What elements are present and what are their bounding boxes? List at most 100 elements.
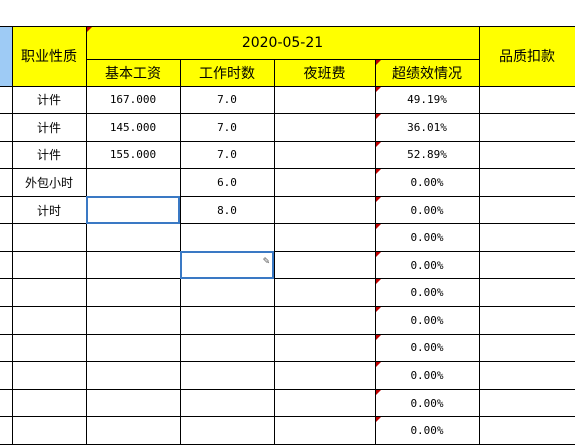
cell-base-salary[interactable]: [85, 361, 181, 390]
row-edge-cell[interactable]: [0, 223, 13, 252]
cell-quality-deduction[interactable]: [478, 388, 575, 418]
cell-performance[interactable]: 0.00%: [374, 250, 480, 280]
cell-quality-deduction[interactable]: [478, 278, 575, 308]
cell-work-hours[interactable]: ✎: [179, 250, 275, 280]
row-edge-cell[interactable]: [0, 361, 13, 390]
row-edge-cell[interactable]: [0, 250, 13, 280]
cell-performance[interactable]: 0.00%: [374, 416, 480, 445]
cell-job-type[interactable]: [11, 250, 87, 280]
cell-work-hours[interactable]: 7.0: [179, 140, 275, 170]
cell-job-type[interactable]: [11, 361, 87, 390]
header-job-type[interactable]: 职业性质: [11, 26, 87, 87]
cell-performance[interactable]: 0.00%: [374, 306, 480, 335]
cell-quality-deduction[interactable]: [478, 416, 575, 445]
cell-night-fee[interactable]: [273, 361, 376, 390]
cell-night-fee[interactable]: [273, 306, 376, 335]
cell-night-fee[interactable]: [273, 333, 376, 363]
row-edge-cell[interactable]: [0, 195, 13, 225]
row-edge-cell[interactable]: [0, 416, 13, 445]
cell-job-type[interactable]: 计时: [11, 195, 87, 225]
table-row: 0.00%: [0, 306, 575, 335]
cell-performance[interactable]: 0.00%: [374, 223, 480, 252]
cell-night-fee[interactable]: [273, 416, 376, 445]
cell-quality-deduction[interactable]: [478, 195, 575, 225]
cell-job-type[interactable]: [11, 223, 87, 252]
cell-work-hours[interactable]: 6.0: [179, 168, 275, 197]
cell-work-hours[interactable]: [179, 223, 275, 252]
cell-quality-deduction[interactable]: [478, 113, 575, 142]
cell-work-hours[interactable]: 8.0: [179, 195, 275, 225]
cell-job-type[interactable]: [11, 278, 87, 308]
table-row: 计件 145.000 7.0 36.01%: [0, 113, 575, 142]
cell-night-fee[interactable]: [273, 388, 376, 418]
cell-job-type[interactable]: [11, 333, 87, 363]
cell-base-salary[interactable]: [85, 278, 181, 308]
cell-work-hours[interactable]: [179, 306, 275, 335]
cell-performance[interactable]: 0.00%: [374, 278, 480, 308]
cell-night-fee[interactable]: [273, 85, 376, 115]
cell-base-salary[interactable]: 155.000: [85, 140, 181, 170]
cell-work-hours[interactable]: 7.0: [179, 113, 275, 142]
cell-job-type[interactable]: 计件: [11, 113, 87, 142]
cell-night-fee[interactable]: [273, 250, 376, 280]
cell-base-salary[interactable]: [85, 388, 181, 418]
cell-base-salary[interactable]: [85, 195, 181, 225]
cell-performance[interactable]: 36.01%: [374, 113, 480, 142]
cell-work-hours[interactable]: [179, 361, 275, 390]
header-work-hours[interactable]: 工作时数: [179, 59, 275, 87]
cell-performance[interactable]: 0.00%: [374, 168, 480, 197]
cell-performance[interactable]: 49.19%: [374, 85, 480, 115]
row-edge-cell[interactable]: [0, 278, 13, 308]
cell-job-type[interactable]: [11, 306, 87, 335]
cell-work-hours[interactable]: 7.0: [179, 85, 275, 115]
row-edge-cell[interactable]: [0, 140, 13, 170]
cell-job-type[interactable]: 外包小时: [11, 168, 87, 197]
cell-night-fee[interactable]: [273, 113, 376, 142]
cell-night-fee[interactable]: [273, 195, 376, 225]
header-night-fee[interactable]: 夜班费: [273, 59, 376, 87]
cell-base-salary[interactable]: [85, 223, 181, 252]
cell-quality-deduction[interactable]: [478, 306, 575, 335]
cell-work-hours[interactable]: [179, 416, 275, 445]
cell-job-type[interactable]: 计件: [11, 140, 87, 170]
cell-night-fee[interactable]: [273, 278, 376, 308]
row-edge-cell[interactable]: [0, 306, 13, 335]
cell-performance[interactable]: 0.00%: [374, 333, 480, 363]
row-edge-cell[interactable]: [0, 333, 13, 363]
header-quality-deduction[interactable]: 品质扣款: [478, 26, 575, 87]
cell-base-salary[interactable]: [85, 333, 181, 363]
row-edge-cell[interactable]: [0, 85, 13, 115]
cell-quality-deduction[interactable]: [478, 250, 575, 280]
cell-work-hours[interactable]: [179, 333, 275, 363]
cell-performance[interactable]: 0.00%: [374, 195, 480, 225]
row-edge-cell[interactable]: [0, 113, 13, 142]
cell-performance[interactable]: 0.00%: [374, 388, 480, 418]
cell-base-salary[interactable]: 167.000: [85, 85, 181, 115]
cell-night-fee[interactable]: [273, 168, 376, 197]
cell-performance[interactable]: 52.89%: [374, 140, 480, 170]
cell-base-salary[interactable]: 145.000: [85, 113, 181, 142]
cell-work-hours[interactable]: [179, 388, 275, 418]
header-base-salary[interactable]: 基本工资: [85, 59, 181, 87]
cell-job-type[interactable]: [11, 416, 87, 445]
cell-quality-deduction[interactable]: [478, 361, 575, 390]
header-date[interactable]: 2020-05-21: [85, 25, 480, 61]
cell-base-salary[interactable]: [85, 416, 181, 445]
row-edge-cell[interactable]: [0, 168, 13, 197]
header-performance[interactable]: 超绩效情况: [374, 59, 480, 87]
cell-night-fee[interactable]: [273, 140, 376, 170]
row-edge-cell[interactable]: [0, 388, 13, 418]
cell-work-hours[interactable]: [179, 278, 275, 308]
cell-performance[interactable]: 0.00%: [374, 361, 480, 390]
cell-quality-deduction[interactable]: [478, 85, 575, 115]
cell-quality-deduction[interactable]: [478, 333, 575, 363]
cell-base-salary[interactable]: [85, 250, 181, 280]
cell-base-salary[interactable]: [85, 306, 181, 335]
cell-base-salary[interactable]: [85, 168, 181, 197]
cell-night-fee[interactable]: [273, 223, 376, 252]
cell-job-type[interactable]: 计件: [11, 85, 87, 115]
cell-quality-deduction[interactable]: [478, 168, 575, 197]
cell-job-type[interactable]: [11, 388, 87, 418]
cell-quality-deduction[interactable]: [478, 223, 575, 252]
cell-quality-deduction[interactable]: [478, 140, 575, 170]
